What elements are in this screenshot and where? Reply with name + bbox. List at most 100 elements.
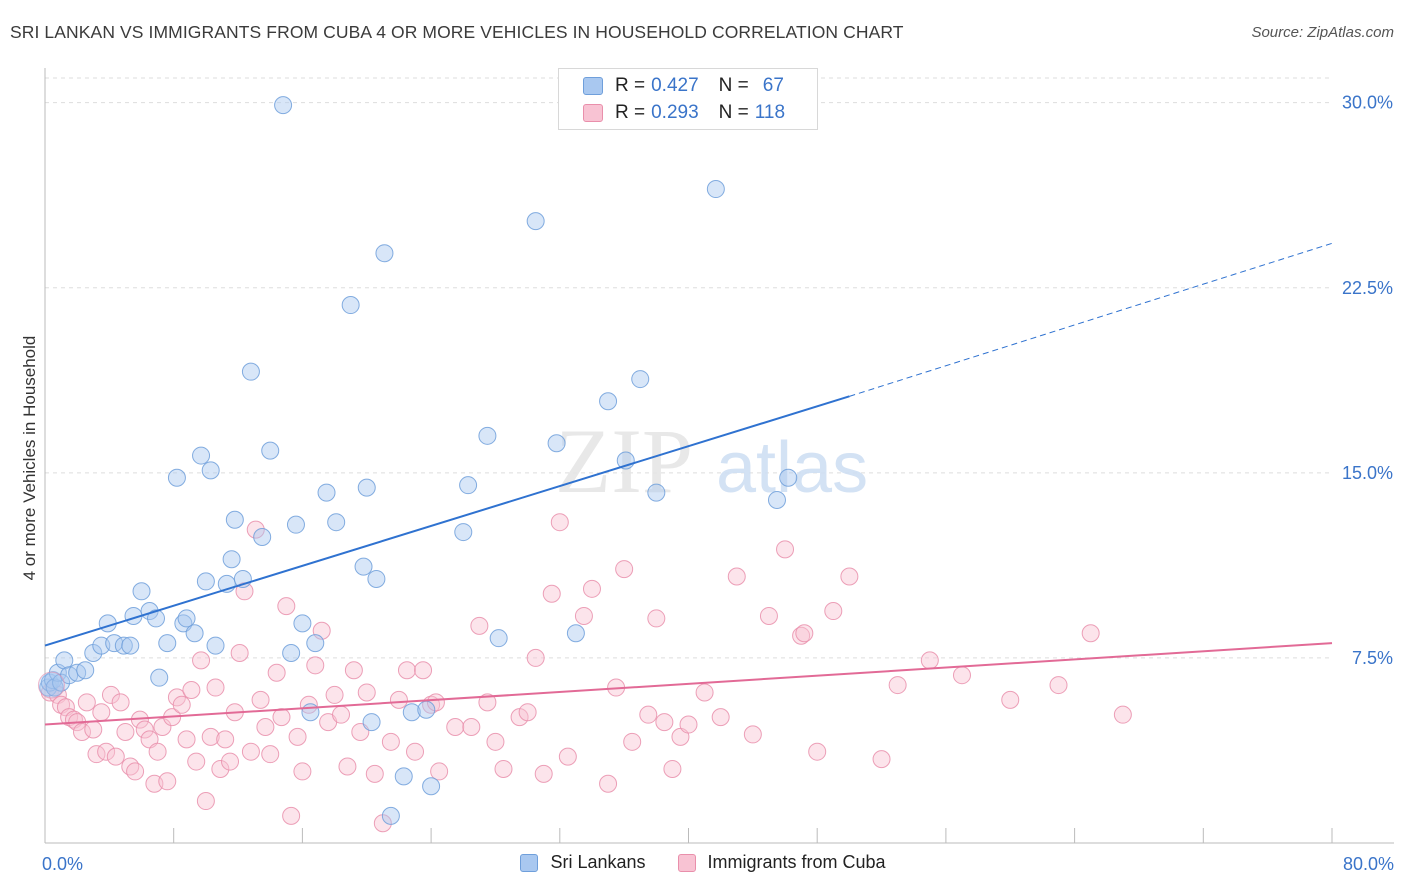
data-point	[121, 636, 140, 655]
data-point	[148, 742, 167, 761]
data-point	[241, 742, 260, 761]
data-point	[225, 510, 244, 529]
data-point	[647, 483, 666, 502]
legend-n-label: N =	[718, 75, 749, 96]
data-point	[132, 582, 151, 601]
data-point	[518, 703, 537, 722]
data-point	[454, 523, 473, 542]
data-point	[77, 693, 96, 712]
data-point	[182, 681, 201, 699]
data-point	[55, 651, 74, 670]
data-point	[566, 624, 585, 643]
legend-row-cuba: R = 0.293 N = 118	[583, 100, 785, 126]
legend-row-sri-lankans: R = 0.427 N = 67	[583, 73, 784, 99]
data-point	[402, 703, 421, 722]
series-sri-lankans	[37, 96, 798, 825]
data-point	[792, 626, 811, 645]
legend-n-value: 118	[754, 102, 786, 123]
data-point	[417, 700, 436, 719]
data-point	[116, 722, 135, 741]
data-point	[325, 685, 344, 704]
legend-r-label: R =	[615, 102, 646, 123]
data-point	[201, 461, 220, 480]
data-point	[327, 513, 346, 532]
data-point	[256, 718, 275, 737]
data-point	[357, 478, 376, 497]
data-point	[1113, 705, 1132, 724]
data-point	[381, 732, 400, 751]
data-point	[241, 362, 260, 381]
data-point	[727, 567, 746, 586]
trend-lines	[44, 242, 1333, 726]
legend-swatch-pink	[677, 853, 696, 872]
legend-item-immigrants-from-cuba[interactable]: Immigrants from Cuba	[677, 852, 886, 873]
data-point	[872, 750, 891, 769]
data-point	[267, 663, 286, 682]
data-point	[126, 762, 145, 781]
data-point	[206, 636, 225, 655]
trend-line-cuba	[44, 642, 1333, 726]
data-point	[357, 683, 376, 702]
data-point	[920, 651, 939, 670]
trend-line-sri-lankans-extrapolated	[849, 242, 1333, 397]
data-point	[426, 693, 445, 712]
data-point	[489, 629, 508, 648]
data-point	[655, 713, 674, 732]
data-point	[486, 732, 505, 751]
data-point	[158, 634, 177, 653]
data-point	[776, 540, 795, 559]
data-point	[192, 446, 211, 465]
data-point-cluster	[37, 671, 65, 699]
data-point	[286, 515, 305, 534]
data-point	[1049, 676, 1068, 695]
data-point	[301, 703, 320, 722]
data-point	[494, 759, 513, 778]
legend-n-label: N =	[718, 102, 749, 123]
data-point	[639, 705, 658, 724]
data-point	[277, 597, 296, 616]
chart-title: SRI LANKAN VS IMMIGRANTS FROM CUBA 4 OR …	[10, 22, 904, 42]
series-immigrants-from-cuba	[40, 513, 1132, 833]
data-point	[526, 648, 545, 667]
data-point	[332, 705, 351, 724]
data-point	[381, 806, 400, 825]
data-point	[840, 567, 859, 586]
data-point	[135, 720, 154, 739]
legend-r-label: R =	[615, 75, 646, 96]
data-point	[599, 392, 618, 411]
legend-swatch-blue	[583, 77, 603, 95]
source-credit: Source: ZipAtlas.com	[1251, 24, 1394, 41]
data-point	[534, 764, 553, 783]
legend-label: Immigrants from Cuba	[707, 852, 886, 872]
data-point	[952, 666, 971, 685]
data-point	[282, 806, 301, 825]
y-tick-label: 22.5%	[1342, 278, 1393, 298]
axes	[44, 68, 1394, 844]
data-point	[394, 767, 413, 786]
data-point	[470, 616, 489, 635]
trend-line-sri-lankans	[44, 395, 850, 647]
data-point	[547, 434, 566, 453]
data-point	[375, 244, 394, 263]
legend-item-sri-lankans[interactable]: Sri Lankans	[520, 852, 646, 873]
data-point	[459, 476, 478, 495]
watermark-atlas: atlas	[716, 428, 868, 508]
data-point	[274, 96, 293, 115]
data-point	[230, 643, 249, 662]
data-point	[344, 661, 363, 680]
legend-n-value: 67	[762, 75, 784, 96]
x-tick-min: 0.0%	[42, 854, 84, 874]
legend-r-value: 0.293	[651, 102, 699, 123]
data-point	[542, 584, 561, 603]
data-point	[114, 636, 133, 655]
data-point	[251, 690, 270, 709]
data-point	[558, 747, 577, 766]
data-point	[185, 624, 204, 643]
data-point	[706, 180, 725, 199]
data-point	[389, 690, 408, 709]
legend-r-value: 0.427	[651, 75, 699, 96]
data-point	[150, 668, 169, 687]
data-point	[367, 569, 386, 588]
data-point	[121, 757, 140, 776]
data-point	[196, 792, 215, 811]
